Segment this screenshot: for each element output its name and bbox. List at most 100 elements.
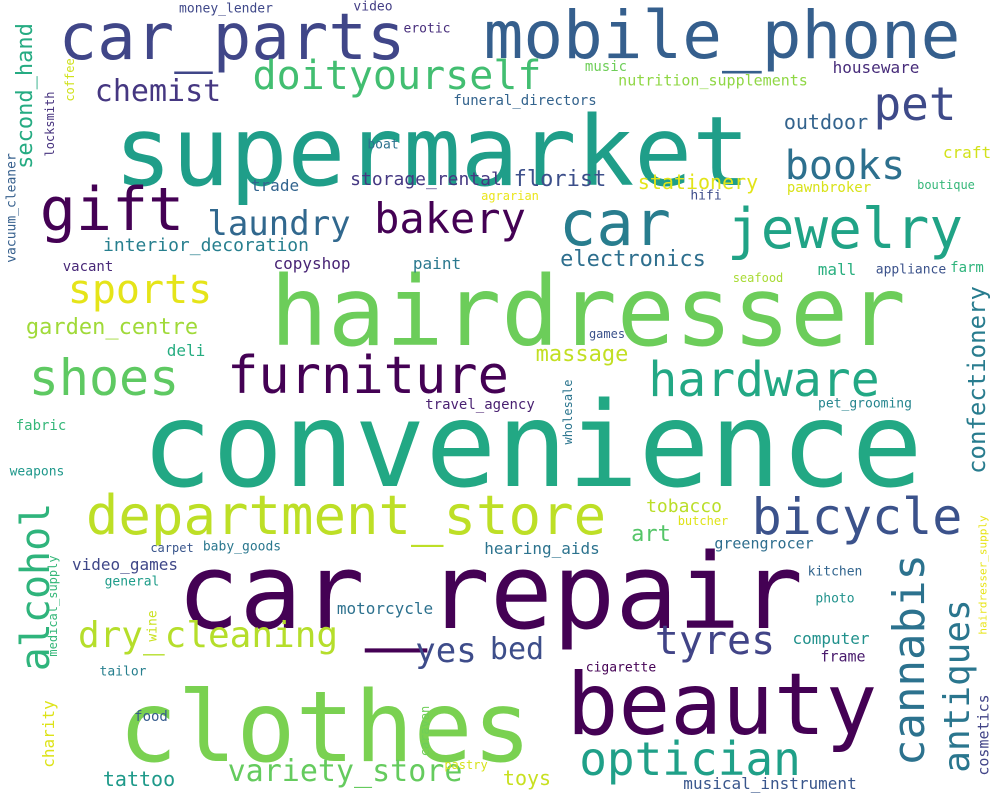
word-department-store: department_store: [85, 484, 607, 547]
word-gift: gift: [39, 175, 185, 245]
word-paint: paint: [412, 254, 462, 273]
word-caravan: caravan: [418, 705, 432, 757]
word-carpet: carpet: [150, 541, 194, 555]
word-laundry: laundry: [207, 204, 351, 244]
word-supermarket: supermarket: [114, 96, 750, 208]
word-pet-grooming: pet_grooming: [818, 396, 912, 412]
word-video: video: [353, 0, 393, 15]
word-music: music: [584, 59, 628, 75]
word-coffee: coffee: [63, 58, 77, 102]
word-books: books: [784, 143, 906, 189]
word-cosmetics: cosmetics: [974, 694, 993, 776]
word-agrarian: agrarian: [481, 189, 539, 203]
word-beauty: beauty: [566, 655, 878, 755]
word-variety-store: variety_store: [227, 754, 463, 789]
word-motorcycle: motorcycle: [336, 599, 434, 618]
word-convenience: convenience: [141, 376, 923, 514]
word-interior-decoration: interior_decoration: [103, 235, 309, 256]
word-deli: deli: [166, 341, 206, 360]
word-video-games: video_games: [72, 555, 178, 574]
word-pet: pet: [873, 77, 957, 131]
word-car: car: [559, 187, 671, 260]
word-charity: charity: [39, 700, 58, 768]
word-wholesale: wholesale: [561, 379, 575, 445]
word-second-hand: second_hand: [13, 23, 38, 169]
word-food: food: [134, 709, 168, 725]
word-outdoor: outdoor: [783, 110, 869, 134]
word-doityourself: doityourself: [252, 53, 542, 99]
word-hairdresser-supply: hairdresser_supply: [976, 515, 990, 635]
word-bakery: bakery: [374, 194, 526, 243]
word-car-parts: car_parts: [58, 1, 406, 75]
word-cannabis: cannabis: [884, 554, 935, 766]
word-hifi: hifi: [690, 188, 722, 204]
word-car-repair: car_repair: [176, 531, 804, 653]
word-baby-goods: baby_goods: [202, 539, 282, 555]
word-nutrition-supplements: nutrition_supplements: [618, 71, 808, 90]
word-hardware: hardware: [648, 352, 880, 408]
word-bed: bed: [489, 632, 545, 667]
word-musical-instrument: musical_instrument: [683, 774, 857, 793]
word-pastry: pastry: [444, 758, 488, 772]
word-wine: wine: [145, 610, 161, 642]
word-trade: trade: [250, 176, 300, 195]
word-toys: toys: [502, 766, 552, 790]
word-bicycle: bicycle: [751, 488, 963, 546]
word-boat: boat: [367, 137, 399, 153]
word-seafood: seafood: [732, 271, 784, 285]
word-general: general: [104, 574, 160, 590]
word-craft: craft: [942, 143, 992, 162]
word-furniture: furniture: [227, 346, 509, 406]
word-tailor: tailor: [99, 664, 147, 680]
word-florist: florist: [513, 167, 607, 192]
word-antiques: antiques: [937, 599, 978, 773]
word-tyres: tyres: [654, 618, 776, 664]
word-massage: massage: [535, 342, 629, 367]
word-mobile-phone: mobile_phone: [483, 0, 961, 74]
word-photo: photo: [815, 591, 855, 607]
word-money-lender: money_lender: [179, 1, 273, 17]
word-boutique: boutique: [917, 178, 975, 192]
word-butcher: butcher: [677, 514, 729, 528]
word-dry-cleaning: dry_cleaning: [77, 615, 339, 656]
word-tobacco: tobacco: [646, 496, 722, 517]
word-frame: frame: [820, 647, 866, 666]
word-copyshop: copyshop: [273, 254, 351, 273]
word-optician: optician: [579, 732, 801, 786]
word-greengrocer: greengrocer: [714, 534, 814, 553]
word-pawnbroker: pawnbroker: [786, 180, 872, 196]
word-computer: computer: [792, 629, 870, 648]
word-tattoo: tattoo: [102, 767, 176, 791]
word-farm: farm: [950, 260, 984, 276]
word-hairdresser: hairdresser: [270, 256, 906, 368]
word-fabric: fabric: [15, 418, 67, 434]
word-stationery: stationery: [637, 170, 759, 194]
word-shoes: shoes: [28, 349, 180, 407]
word-sports: sports: [67, 267, 213, 313]
word-mall: mall: [817, 260, 857, 279]
word-hearing-aids: hearing_aids: [484, 539, 600, 558]
word-chemist: chemist: [94, 74, 222, 109]
word-garden-centre: garden_centre: [25, 315, 199, 340]
word-vacant: vacant: [62, 259, 114, 275]
word-funeral-directors: funeral_directors: [453, 93, 597, 109]
word-erotic: erotic: [403, 21, 451, 37]
word-clothes: clothes: [118, 671, 532, 785]
word-cigarette: cigarette: [585, 660, 657, 676]
word-travel-agency: travel_agency: [425, 397, 535, 413]
word-games: games: [588, 327, 626, 341]
word-confectionery: confectionery: [963, 286, 991, 474]
word-medical-supply: medical_supply: [46, 555, 60, 657]
word-kitchen: kitchen: [807, 564, 863, 580]
word-storage-rental: storage_rental: [350, 169, 502, 190]
word-yes: yes: [415, 631, 477, 671]
word-houseware: houseware: [832, 58, 920, 77]
word-vacuum-cleaner: vacuum_cleaner: [4, 153, 20, 263]
word-locksmith: locksmith: [43, 91, 57, 157]
word-appliance: appliance: [875, 262, 947, 278]
word-electronics: electronics: [560, 247, 706, 272]
word-jewelry: jewelry: [726, 197, 964, 262]
word-weapons: weapons: [9, 464, 65, 480]
word-art: art: [631, 522, 671, 547]
